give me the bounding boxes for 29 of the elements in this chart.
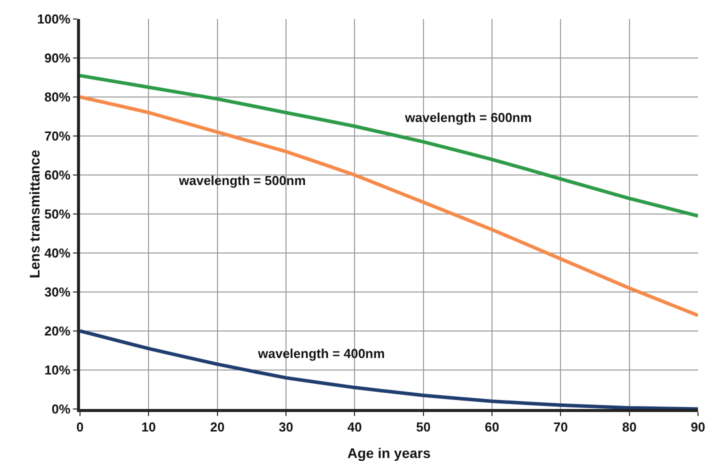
x-tick-label: 90 bbox=[690, 420, 706, 435]
y-tick-label: 60% bbox=[44, 168, 71, 183]
x-axis-title: Age in years bbox=[347, 445, 431, 461]
y-tick-label: 90% bbox=[44, 50, 71, 66]
x-tick-label: 20 bbox=[210, 420, 225, 435]
x-tick-label: 40 bbox=[347, 420, 362, 435]
y-tick-label: 80% bbox=[44, 90, 71, 105]
y-tick-label: 30% bbox=[44, 284, 71, 300]
y-tick-label: 20% bbox=[44, 324, 71, 339]
x-tick-label: 50 bbox=[416, 420, 431, 435]
y-tick-label: 100% bbox=[37, 12, 71, 27]
y-tick-label: 50% bbox=[44, 206, 71, 222]
x-tick-label: 70 bbox=[553, 420, 568, 435]
line-series bbox=[80, 74, 698, 218]
line-series bbox=[80, 95, 698, 318]
x-tick-label: 10 bbox=[141, 420, 156, 435]
series-label: wavelength = 400nm bbox=[257, 346, 385, 361]
x-tick-label: 60 bbox=[484, 420, 500, 435]
x-tick-label: 30 bbox=[278, 420, 294, 435]
y-axis-title: Lens transmittance bbox=[26, 150, 42, 278]
line-series bbox=[80, 329, 698, 409]
series-label: wavelength = 500nm bbox=[178, 173, 306, 188]
y-tick-label: 40% bbox=[44, 246, 71, 261]
x-tick-label: 0 bbox=[76, 420, 84, 435]
y-tick-label: 10% bbox=[44, 362, 71, 378]
y-tick-label: 70% bbox=[44, 128, 71, 144]
x-tick-label: 80 bbox=[622, 420, 637, 435]
series-label: wavelength = 600nm bbox=[404, 110, 532, 125]
y-tick-label: 0% bbox=[52, 402, 71, 417]
